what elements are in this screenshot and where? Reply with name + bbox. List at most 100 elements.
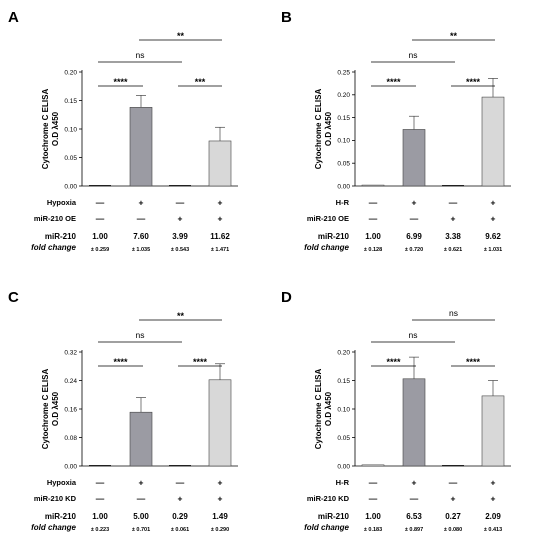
condition-sign: + <box>491 198 496 208</box>
y-axis-label-line1: Cytochrome C ELISA <box>41 369 50 450</box>
y-tick-label: 0.05 <box>64 155 77 162</box>
fold-sd: ± 0.413 <box>484 527 502 533</box>
sig-label: *** <box>195 77 206 87</box>
sig-label: ** <box>177 311 185 321</box>
fold-value: 1.49 <box>212 512 228 521</box>
fold-value: 11.62 <box>210 232 230 241</box>
condition-label: H-R <box>336 198 350 207</box>
y-axis-label-line2: O.D λ450 <box>51 111 60 146</box>
bar-2 <box>402 129 426 187</box>
fold-sd: ± 0.621 <box>444 247 462 253</box>
condition-label: miR-210 OE <box>34 214 76 223</box>
fold-sd: ± 0.897 <box>405 527 423 533</box>
y-tick-label: 0.32 <box>64 349 77 356</box>
bar-2 <box>129 411 153 467</box>
fold-value: 3.99 <box>172 232 188 241</box>
y-tick-label: 0.20 <box>337 349 350 356</box>
sig-label: ns <box>409 50 418 60</box>
y-tick-label: 0.10 <box>337 406 350 413</box>
condition-sign: + <box>218 478 223 488</box>
condition-sign: — <box>369 198 378 208</box>
condition-sign: — <box>449 198 458 208</box>
fold-label: miR-210 <box>45 232 77 241</box>
condition-label: miR-210 OE <box>307 214 349 223</box>
sig-label: ns <box>136 330 145 340</box>
y-axis-label-line1: Cytochrome C ELISA <box>314 369 323 450</box>
condition-sign: + <box>491 494 496 504</box>
condition-label: miR-210 KD <box>34 494 77 503</box>
y-tick-label: 0.24 <box>64 378 77 385</box>
fold-value: 1.00 <box>92 232 108 241</box>
condition-label: H-R <box>336 478 350 487</box>
fold-value: 6.53 <box>406 512 422 521</box>
y-axis-label-line2: O.D λ450 <box>324 111 333 146</box>
y-tick-label: 0.20 <box>64 69 77 76</box>
fold-sd: ± 0.543 <box>171 247 189 253</box>
condition-sign: — <box>449 478 458 488</box>
panel-a: A Cytochrome C ELISAO.D λ450 0.00 0.05 0.10 0… <box>8 9 238 253</box>
bar-4 <box>481 96 505 187</box>
y-tick-label: 0.00 <box>64 463 77 470</box>
condition-label: Hypoxia <box>47 478 77 487</box>
panel-label: B <box>281 9 292 26</box>
condition-sign: — <box>137 214 146 224</box>
fold-value: 1.00 <box>92 512 108 521</box>
condition-sign: + <box>139 198 144 208</box>
condition-sign: — <box>410 214 419 224</box>
condition-sign: — <box>176 478 185 488</box>
panel-label: C <box>8 289 19 306</box>
fold-sd: ± 1.035 <box>132 247 150 253</box>
y-axis-label: Cytochrome C ELISAO.D λ450 <box>41 89 60 170</box>
sig-label: **** <box>113 77 128 87</box>
condition-sign: + <box>139 478 144 488</box>
fold-label: miR-210 <box>45 512 77 521</box>
condition-sign: — <box>96 494 105 504</box>
condition-sign: — <box>176 198 185 208</box>
fold-change-label: fold change <box>31 243 76 252</box>
fold-value: 1.00 <box>365 512 381 521</box>
bar-1 <box>361 184 385 187</box>
fold-value: 9.62 <box>485 232 501 241</box>
panel-label: A <box>8 9 19 26</box>
fold-sd: ± 0.720 <box>405 247 423 253</box>
sig-label: ns <box>449 308 458 318</box>
y-tick-label: 0.08 <box>64 435 77 442</box>
y-tick-label: 0.15 <box>337 115 350 122</box>
sig-label: **** <box>466 77 481 87</box>
fold-value: 0.27 <box>445 512 461 521</box>
condition-sign: + <box>412 478 417 488</box>
panel-b: B Cytochrome C ELISAO.D λ450 0.00 0.05 0.10 0… <box>281 9 511 253</box>
fold-sd: ± 0.061 <box>171 527 189 533</box>
condition-label: miR-210 KD <box>307 494 350 503</box>
fold-label: miR-210 <box>318 232 350 241</box>
fold-sd: ± 0.128 <box>364 247 382 253</box>
sig-label: **** <box>466 357 481 367</box>
condition-sign: + <box>218 494 223 504</box>
y-axis-label-line1: Cytochrome C ELISA <box>41 89 50 170</box>
y-axis-label: Cytochrome C ELISAO.D λ450 <box>314 89 333 170</box>
fold-sd: ± 1.471 <box>211 247 229 253</box>
y-tick-label: 0.25 <box>337 69 350 76</box>
sig-label: **** <box>113 357 128 367</box>
y-axis-label-line1: Cytochrome C ELISA <box>314 89 323 170</box>
bar-1 <box>361 464 385 467</box>
sig-label: **** <box>386 77 401 87</box>
y-tick-label: 0.00 <box>64 183 77 190</box>
condition-sign: + <box>491 478 496 488</box>
y-axis-label-line2: O.D λ450 <box>51 391 60 426</box>
condition-sign: — <box>96 198 105 208</box>
bar-4 <box>208 379 232 467</box>
fold-value: 1.00 <box>365 232 381 241</box>
condition-sign: + <box>451 214 456 224</box>
y-tick-label: 0.16 <box>64 406 77 413</box>
condition-sign: — <box>369 214 378 224</box>
condition-sign: + <box>451 494 456 504</box>
condition-label: Hypoxia <box>47 198 77 207</box>
sig-label: ns <box>136 50 145 60</box>
fold-value: 3.38 <box>445 232 461 241</box>
condition-sign: + <box>491 214 496 224</box>
condition-sign: — <box>369 494 378 504</box>
y-axis-label: Cytochrome C ELISAO.D λ450 <box>314 369 333 450</box>
y-tick-label: 0.05 <box>337 161 350 168</box>
